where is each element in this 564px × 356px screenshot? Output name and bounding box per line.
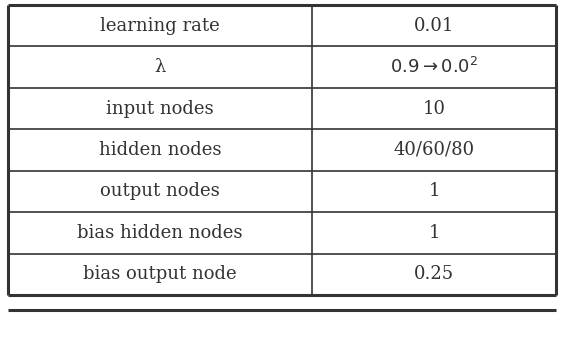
Text: 0.25: 0.25 [414,265,454,283]
Text: bias output node: bias output node [83,265,237,283]
Text: output nodes: output nodes [100,182,220,200]
Text: 1: 1 [428,182,440,200]
Text: λ: λ [155,58,166,76]
Text: input nodes: input nodes [106,100,214,117]
Text: 10: 10 [422,100,446,117]
Text: 40/60/80: 40/60/80 [394,141,475,159]
Text: 1: 1 [428,224,440,242]
Text: hidden nodes: hidden nodes [99,141,221,159]
Text: 0.01: 0.01 [414,17,454,35]
Text: $0.9 \rightarrow 0.0^2$: $0.9 \rightarrow 0.0^2$ [390,57,478,77]
Text: learning rate: learning rate [100,17,220,35]
Text: bias hidden nodes: bias hidden nodes [77,224,243,242]
